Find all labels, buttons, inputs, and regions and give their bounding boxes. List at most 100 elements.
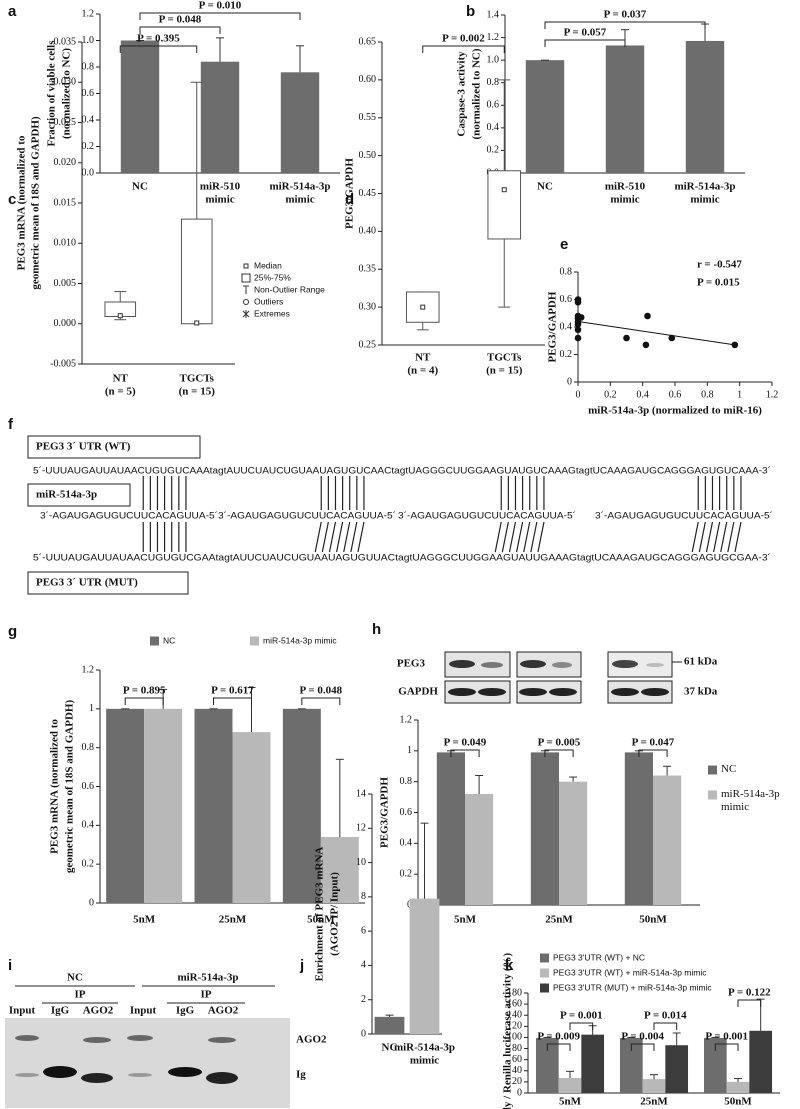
y-tick-label: 1.2 [400, 714, 413, 725]
pair-line [314, 521, 322, 553]
x-tick-label: 50nM [639, 914, 667, 926]
bar [535, 1038, 559, 1093]
y-tick-label: 1.2 [82, 8, 95, 19]
bar [642, 1079, 666, 1093]
y-tick-label: 8 [361, 891, 366, 902]
median [501, 187, 507, 193]
y-tick-label: 0.030 [54, 77, 77, 88]
bracket [737, 999, 762, 1007]
legend-label: Median [254, 260, 282, 270]
x-tick-label: mimic [690, 194, 719, 206]
point [574, 334, 582, 342]
bracket [139, 26, 221, 34]
y-tick-label: 0.8 [82, 61, 95, 72]
sequence: 3´-AGAUGAGUGUCUUCACAGUUA-5´ [40, 510, 218, 520]
x-tick-label: mimic [285, 194, 314, 206]
y-axis-label: Firefly / Renilla luciferase activity (%… [502, 953, 514, 1109]
bracket [546, 1043, 571, 1051]
annotation: P = 0.010 [199, 0, 242, 12]
legend-label: Extremes [254, 308, 290, 318]
y-tick-label: 1.0 [82, 35, 95, 46]
x-tick-label: miR-510 [605, 181, 646, 193]
annotation: P = 0.057 [564, 27, 607, 39]
annotation: P = 0.009 [537, 1031, 580, 1043]
legend-swatch [540, 983, 549, 993]
y-tick-label: 0.0 [82, 167, 95, 178]
x-tick-label: (n = 15) [179, 386, 216, 398]
y-tick-label: 0.4 [487, 122, 500, 133]
bar [530, 752, 559, 905]
y-tick-label: 1.4 [487, 9, 500, 20]
bracket [544, 21, 706, 29]
y-tick-label: 180 [507, 987, 522, 998]
legend-label: miR-514a-3p mimic [721, 788, 780, 813]
pair-line [336, 521, 344, 553]
panel-letter: k [505, 957, 514, 974]
bar [665, 1045, 689, 1093]
y-tick-label: 0.6 [487, 100, 500, 111]
annotation: P = 0.395 [137, 33, 180, 45]
bracket [124, 697, 164, 705]
y-tick-label: 0.005 [54, 278, 77, 289]
bar [120, 40, 160, 173]
panel-letter: j [299, 957, 304, 974]
median [194, 320, 200, 326]
annotation: P = 0.617 [211, 685, 254, 697]
bracket [213, 697, 252, 705]
y-tick-label: 0.2 [560, 349, 573, 360]
y-tick-label: 0.40 [359, 226, 377, 237]
x-tick-label: miR-514a-3p [674, 181, 735, 193]
x-tick-label: (n = 4) [407, 365, 438, 377]
y-tick-label: 14 [356, 788, 366, 799]
y-tick-label: 0.8 [400, 776, 413, 787]
trend-line [577, 321, 735, 346]
x-tick-label: miR-510 [200, 181, 241, 193]
y-axis-label: Fraction of viable cells [46, 40, 58, 147]
blot-h [444, 651, 682, 704]
legend-label: PEG3 3'UTR (WT) + NC [553, 952, 645, 962]
x-tick-label: mimic [205, 194, 234, 206]
y-tick-label: 0.015 [54, 197, 77, 208]
bar [200, 61, 240, 174]
y-tick-label: 0.8 [82, 742, 95, 753]
y-tick-label: 100 [507, 1032, 522, 1043]
bracket [450, 749, 480, 757]
y-tick-label: 40 [512, 1065, 522, 1076]
legend-box: NC [721, 763, 736, 775]
y-tick-label: 0.025 [54, 117, 77, 128]
x-tick-label: (n = 15) [486, 365, 523, 377]
bracket [119, 45, 198, 53]
y-axis-label: PEG3/GAPDH [344, 158, 356, 229]
y-axis-label: Enrichment of PEG3 mRNA [314, 847, 326, 982]
x-tick-label: 50nM [307, 914, 335, 926]
x-tick-label: NC [537, 181, 553, 193]
sequence: 3´-AGAUGAGUGUCUUCACAGUUA-5´ [398, 510, 576, 520]
label-box [27, 571, 189, 595]
pair-line [523, 521, 531, 553]
x-tick-label: 25nM [545, 914, 573, 926]
pair-line [508, 521, 517, 553]
y-tick-label: 1 [407, 745, 412, 756]
annotation: P = 0.005 [538, 737, 581, 749]
y-tick-label: 60 [512, 1054, 522, 1065]
y-tick-label: 0 [407, 899, 412, 910]
pair-line [350, 521, 358, 553]
point [642, 341, 650, 349]
y-axis-label: PEG3/GAPDH [547, 291, 559, 362]
y-tick-label: 0.8 [560, 266, 573, 277]
panel-letter: h [372, 621, 381, 638]
x-tick-label: 1.2 [766, 389, 779, 400]
x-tick-label: 5nM [133, 914, 156, 926]
x-tick-label: miR-514a-3p [269, 181, 330, 193]
annotation: r = -0.547 [697, 259, 742, 271]
pair-line [357, 521, 365, 553]
annotation: P = 0.001 [705, 1031, 748, 1043]
y-axis-label: geometric mean of 18S and GAPDH) [64, 700, 76, 874]
point [644, 312, 651, 320]
sequence: 3´-AGAUGAGUGUCUUCACAGUUA-5´ [595, 510, 773, 520]
annotation: P = 0.048 [159, 14, 202, 26]
legend-swatch [708, 790, 717, 800]
group-label: miR-514a-3p [177, 972, 238, 984]
y-tick-label: 1 [89, 703, 94, 714]
